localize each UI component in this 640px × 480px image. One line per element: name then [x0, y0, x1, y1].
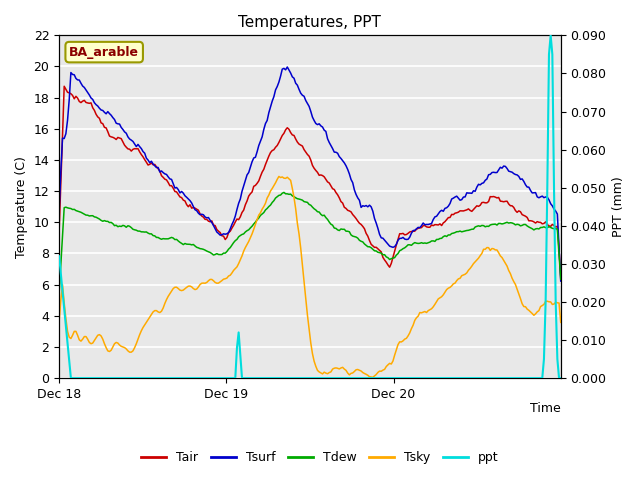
ppt — [354, 375, 362, 381]
ppt — [511, 375, 519, 381]
Tair — [557, 273, 564, 278]
Tsky — [55, 318, 63, 324]
Tair — [57, 181, 65, 187]
Tsky — [513, 286, 521, 292]
ppt — [57, 271, 65, 276]
Tdew — [55, 290, 63, 296]
Tsurf — [480, 180, 488, 186]
Tsurf — [57, 168, 65, 174]
Tsky — [364, 372, 372, 378]
Tsky — [481, 246, 489, 252]
Tair — [480, 200, 488, 205]
Text: Time: Time — [530, 402, 561, 415]
Y-axis label: Temperature (C): Temperature (C) — [15, 156, 28, 258]
Tsky — [369, 374, 377, 380]
Line: Tsurf: Tsurf — [59, 67, 561, 281]
Tsurf — [354, 195, 362, 201]
Tsky — [275, 174, 283, 180]
Tdew — [280, 190, 288, 195]
Tdew — [356, 238, 364, 243]
ppt — [364, 375, 372, 381]
Tsky — [356, 367, 364, 373]
Tsurf — [557, 278, 564, 284]
Tsurf — [511, 172, 519, 178]
Tdew — [480, 223, 488, 228]
Tsky — [57, 297, 65, 303]
Line: Tair: Tair — [59, 86, 561, 276]
Tdew — [354, 235, 362, 241]
Tdew — [364, 244, 372, 250]
Tsurf — [284, 64, 291, 70]
ppt — [356, 375, 364, 381]
Tsky — [557, 320, 564, 325]
Tair — [356, 220, 364, 226]
ppt — [557, 375, 564, 381]
Tair — [364, 233, 372, 239]
Tsurf — [364, 204, 372, 210]
Y-axis label: PPT (mm): PPT (mm) — [612, 176, 625, 237]
Tair — [60, 84, 68, 89]
Title: Temperatures, PPT: Temperatures, PPT — [239, 15, 381, 30]
Line: Tsky: Tsky — [59, 177, 561, 377]
Tsurf — [356, 197, 364, 203]
Line: ppt: ppt — [59, 36, 561, 378]
Tdew — [511, 222, 519, 228]
Tsky — [354, 367, 362, 372]
Tair — [354, 218, 362, 224]
Legend: Tair, Tsurf, Tdew, Tsky, ppt: Tair, Tsurf, Tdew, Tsky, ppt — [136, 446, 504, 469]
ppt — [480, 375, 488, 381]
Tair — [511, 208, 519, 214]
ppt — [55, 253, 63, 259]
Text: BA_arable: BA_arable — [69, 46, 139, 59]
Tdew — [557, 276, 564, 282]
Line: Tdew: Tdew — [59, 192, 561, 293]
Tair — [55, 228, 63, 234]
ppt — [547, 33, 554, 38]
Tdew — [57, 262, 65, 268]
Tsurf — [55, 208, 63, 214]
ppt — [67, 375, 75, 381]
